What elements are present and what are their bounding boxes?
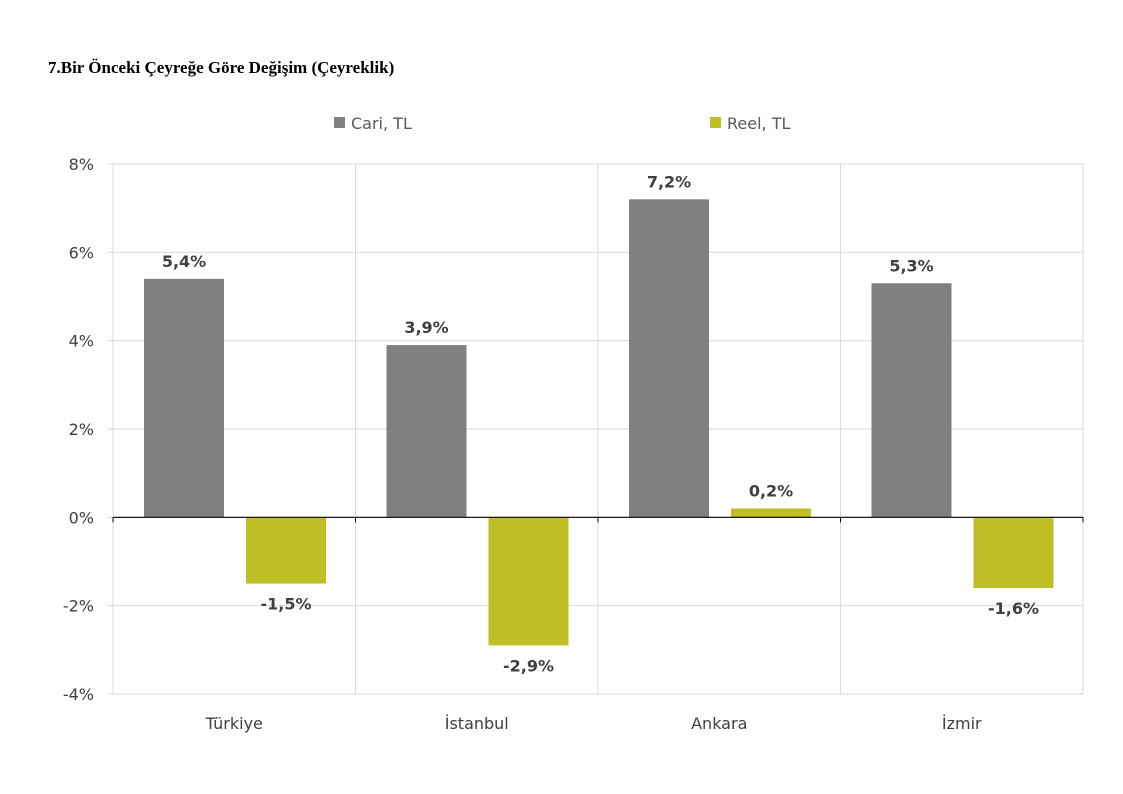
y-tick-label: 4% [69,332,94,351]
bar-cari [629,199,709,518]
data-label: 0,2% [749,482,793,501]
legend-label: Cari, TL [351,114,412,133]
category-label: İzmir [942,714,982,733]
y-tick-label: 8% [69,155,94,174]
data-label: -2,9% [503,656,554,675]
chart-title: 7.Bir Önceki Çeyreğe Göre Değişim (Çeyre… [48,58,395,77]
y-tick-label: 2% [69,420,94,439]
data-label: 7,2% [647,172,691,191]
y-tick-label: 0% [69,508,94,527]
data-label: 5,3% [889,256,933,275]
category-label: İstanbul [445,714,509,733]
bar-cari [144,278,224,518]
bar-reel [246,517,326,584]
category-label: Ankara [691,714,747,733]
bar-reel [731,508,811,518]
y-tick-label: 6% [69,243,94,262]
data-label: 5,4% [162,252,206,271]
bar-cari [871,283,952,518]
legend-swatch [334,117,345,128]
bar-reel [973,517,1054,588]
data-label: -1,6% [988,599,1039,618]
bar-reel [488,517,569,646]
y-tick-label: -4% [63,685,94,704]
category-label: Türkiye [205,714,263,733]
data-label: 3,9% [404,318,448,337]
y-tick-label: -2% [63,597,94,616]
legend-swatch [710,117,721,128]
data-label: -1,5% [260,595,311,614]
legend-label: Reel, TL [727,114,790,133]
bar-cari [386,345,467,518]
